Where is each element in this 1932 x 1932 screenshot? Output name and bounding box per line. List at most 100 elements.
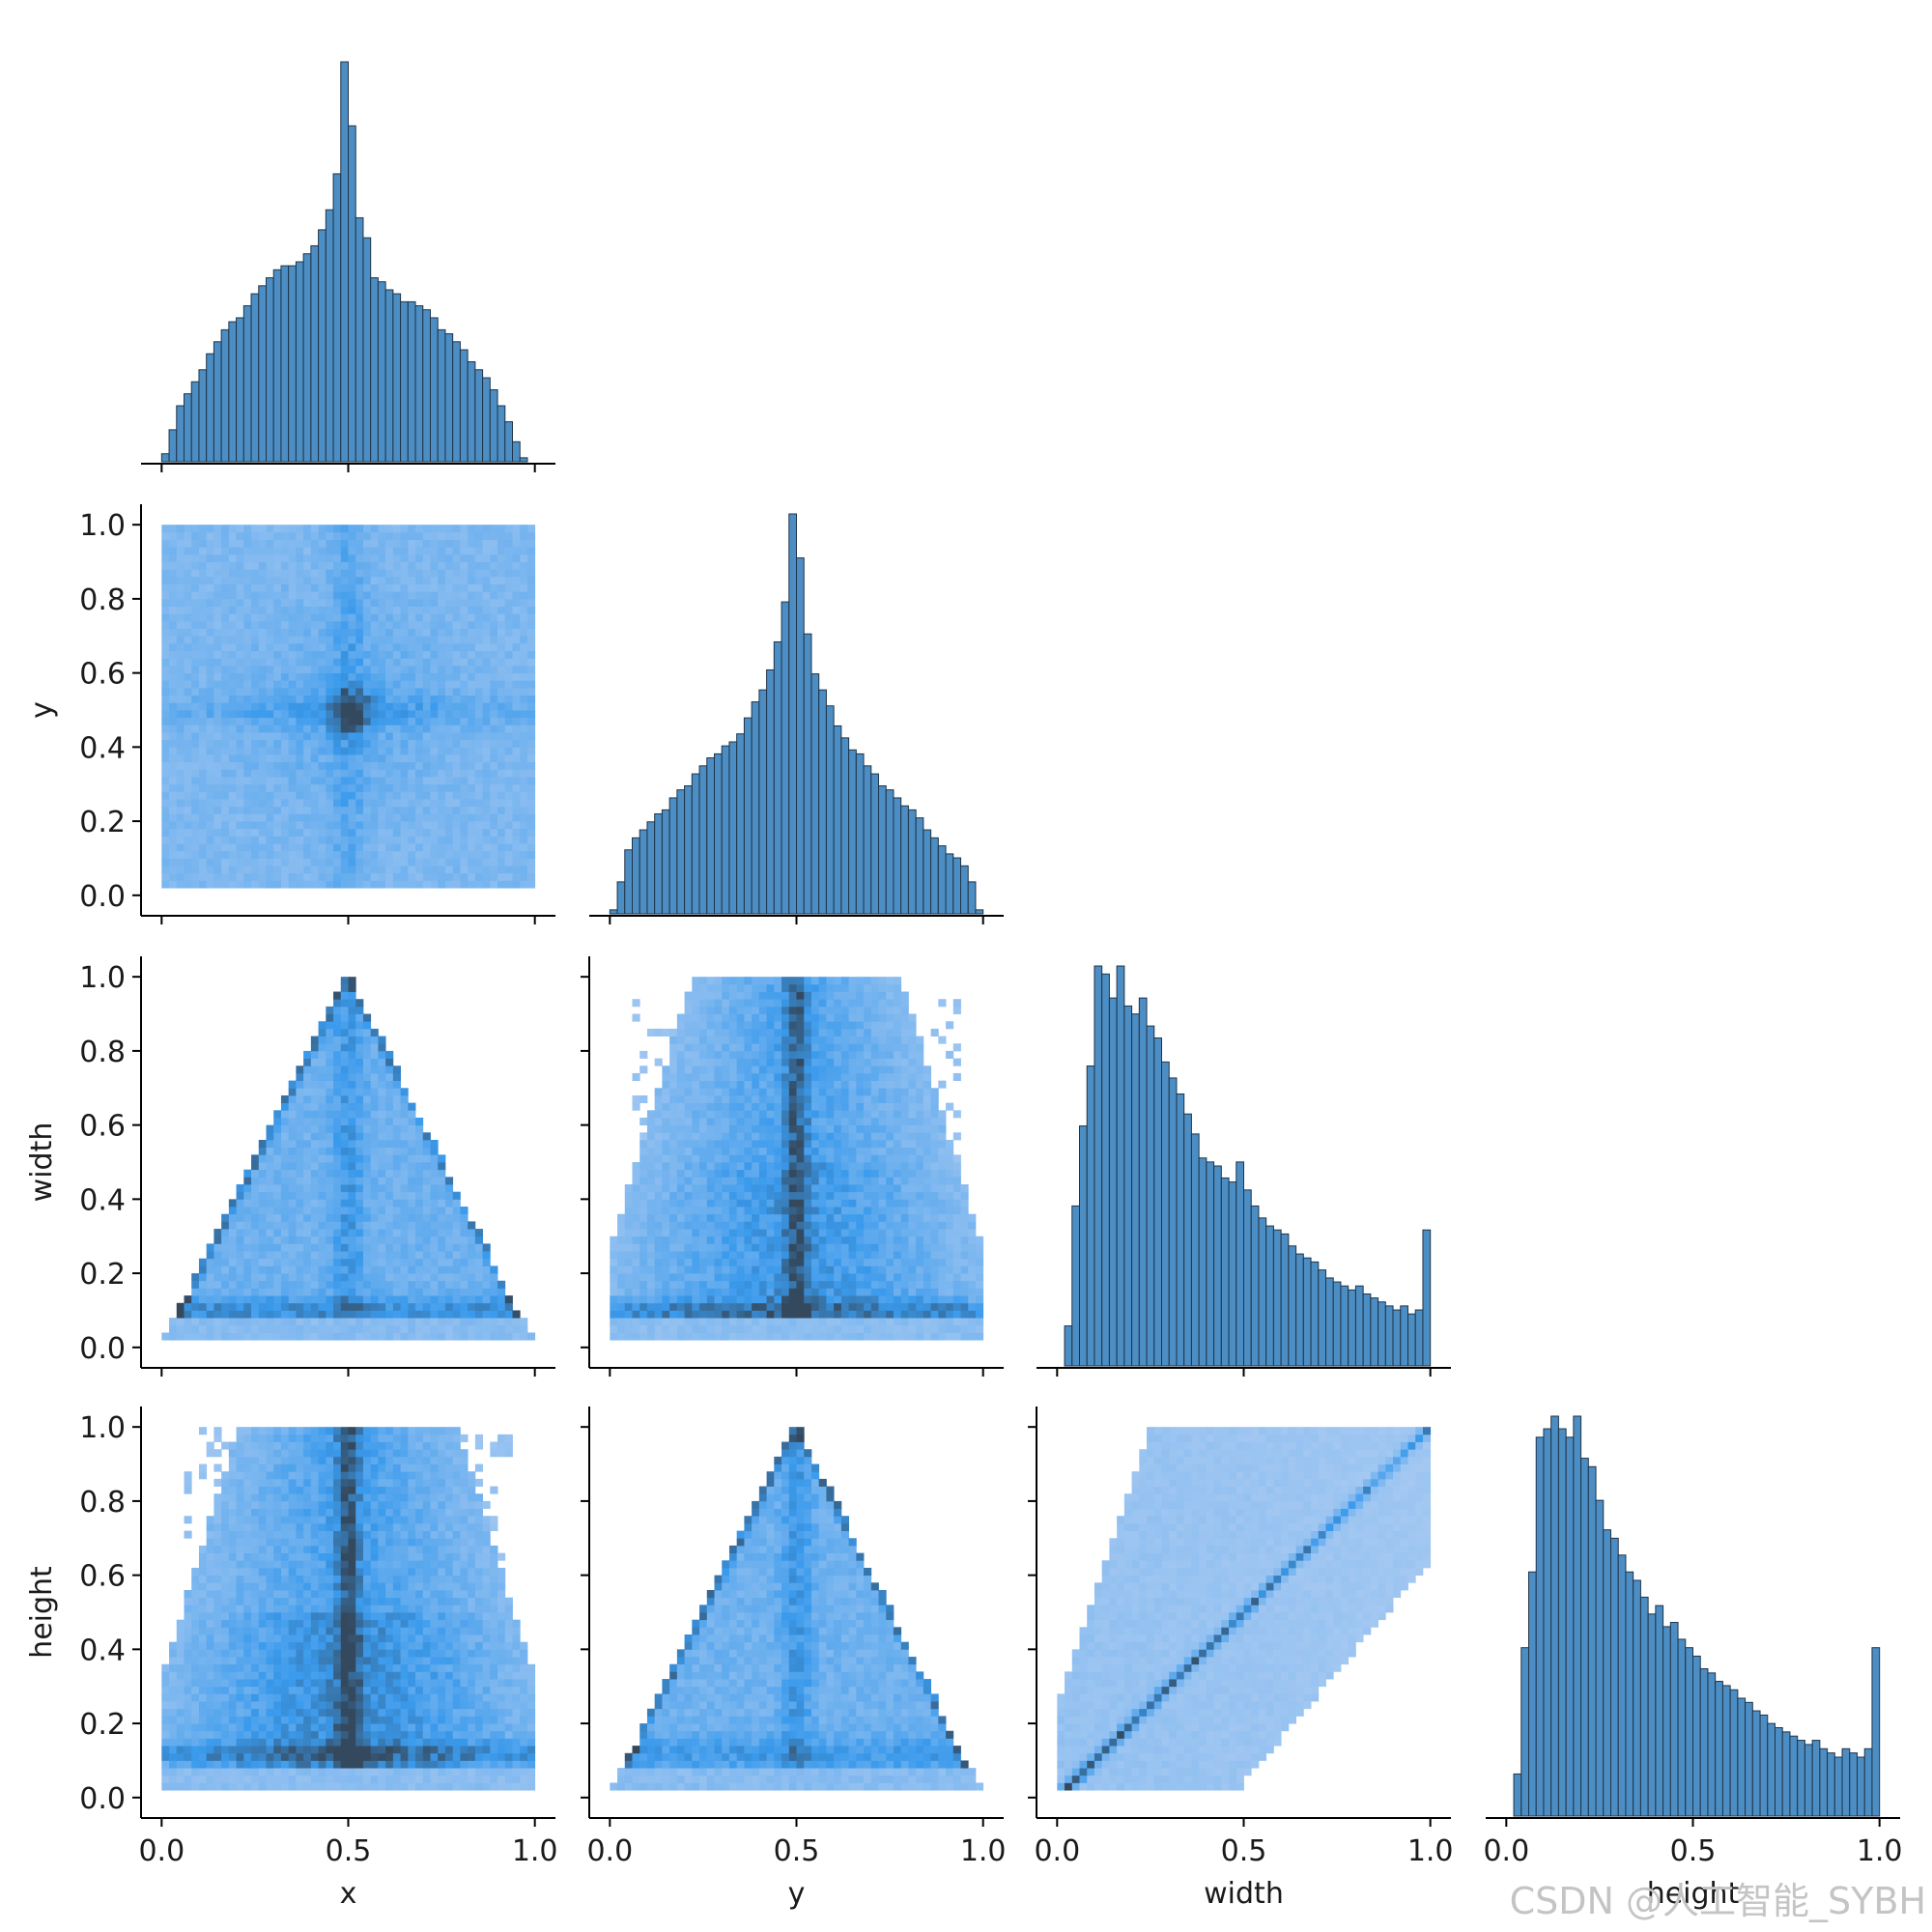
- heat-cell: [288, 561, 297, 570]
- hist-bar: [915, 817, 924, 915]
- heat-cell: [468, 613, 476, 622]
- heat-cell: [206, 747, 214, 755]
- heat-cell: [662, 1177, 670, 1185]
- heat-cell: [243, 1177, 252, 1185]
- heat-cell: [370, 1236, 379, 1244]
- heat-cell: [258, 732, 267, 741]
- heat-cell: [213, 636, 222, 644]
- heat-cell: [318, 739, 327, 748]
- heat-cell: [758, 1147, 767, 1155]
- heat-cell: [452, 591, 461, 600]
- heat-cell: [333, 1147, 342, 1155]
- heat-cell: [176, 561, 185, 570]
- heat-cell: [236, 1184, 244, 1193]
- heat-cell: [422, 583, 431, 592]
- heat-cell: [646, 1132, 656, 1141]
- heat-cell: [258, 1221, 267, 1230]
- hist-bar: [355, 216, 364, 463]
- heat-cell: [400, 813, 409, 822]
- heat-cell: [639, 1288, 648, 1296]
- heat-cell: [191, 880, 200, 889]
- heat-cell: [526, 769, 536, 778]
- heat-cell: [684, 1236, 693, 1244]
- heat-cell: [632, 1332, 640, 1341]
- heat-cell: [280, 1110, 290, 1119]
- heat-cell: [490, 650, 498, 659]
- heat-cell: [646, 1324, 656, 1333]
- heat-cell: [714, 1310, 723, 1319]
- heat-cell: [333, 1280, 342, 1289]
- heat-cell: [228, 650, 237, 659]
- heat-cell: [161, 717, 170, 725]
- heat-cell: [169, 1324, 178, 1333]
- heat-cell: [340, 1191, 349, 1200]
- heat-cell: [288, 1318, 297, 1326]
- hist-bar: [1146, 1025, 1155, 1367]
- heat-cell: [340, 1236, 349, 1244]
- heat-cell: [310, 821, 319, 830]
- heat-cell: [288, 880, 297, 889]
- hist-y: [609, 513, 984, 915]
- heat-cell: [348, 1132, 356, 1141]
- heat-cell: [444, 806, 454, 814]
- heat-cell: [303, 1229, 312, 1237]
- heat-cell: [251, 1288, 260, 1296]
- heat-cell: [526, 828, 536, 837]
- heat-cell: [326, 732, 334, 741]
- heat-cell: [213, 1288, 222, 1296]
- heat-cell: [176, 791, 185, 800]
- heat-cell: [468, 547, 476, 555]
- heat-cell: [191, 732, 200, 741]
- heat-cell: [468, 813, 476, 822]
- heat-cell: [385, 1318, 394, 1326]
- heat-cell: [788, 1021, 797, 1030]
- hist-bar: [1288, 1245, 1297, 1367]
- heat-cell: [781, 1058, 790, 1066]
- heat-cell: [752, 1236, 760, 1244]
- heat-cell: [714, 1028, 723, 1037]
- heat-cell: [362, 717, 372, 725]
- heat-cell: [504, 724, 513, 733]
- heat-cell: [251, 687, 260, 696]
- heat-cell: [296, 850, 304, 859]
- heat-cell: [684, 1177, 693, 1185]
- heat-cell: [699, 1258, 708, 1266]
- heat-cell: [266, 836, 274, 844]
- heat-cell: [191, 1280, 200, 1289]
- heat-cell: [438, 628, 446, 637]
- heat-cell: [415, 1280, 424, 1289]
- heat-cell: [400, 628, 409, 637]
- heat-cell: [273, 866, 282, 874]
- heat-cell: [468, 880, 476, 889]
- heat-cell: [736, 1169, 745, 1178]
- heat-cell: [221, 561, 230, 570]
- heat-cell: [392, 1169, 401, 1178]
- heat-cell: [258, 695, 267, 703]
- heat-cell: [161, 747, 170, 755]
- heat-cell: [318, 724, 327, 733]
- heat-cell: [438, 806, 446, 814]
- heat-cell: [422, 1199, 431, 1208]
- heat-cell: [318, 1310, 327, 1319]
- heat-cell: [468, 858, 476, 867]
- heat-cell: [736, 1154, 745, 1163]
- heat-cell: [758, 1184, 767, 1193]
- heat-cell: [280, 687, 290, 696]
- heat-cell: [706, 1132, 715, 1141]
- heat-cell: [184, 769, 192, 778]
- heat-cell: [400, 1332, 409, 1341]
- hist-bar: [1789, 1735, 1799, 1817]
- heat-cell: [758, 1280, 767, 1289]
- heat-cell: [438, 554, 446, 562]
- heat-cell: [266, 1288, 274, 1296]
- heat-cell: [176, 880, 185, 889]
- heat-cell: [296, 1117, 304, 1126]
- heat-cell: [273, 858, 282, 867]
- heat-cell: [512, 598, 521, 607]
- heat-cell: [444, 547, 454, 555]
- heat-cell: [362, 747, 372, 755]
- heat-cell: [736, 1280, 745, 1289]
- heat-cell: [632, 1310, 640, 1319]
- heat-cell: [452, 1258, 461, 1266]
- heat-cell: [639, 1154, 648, 1163]
